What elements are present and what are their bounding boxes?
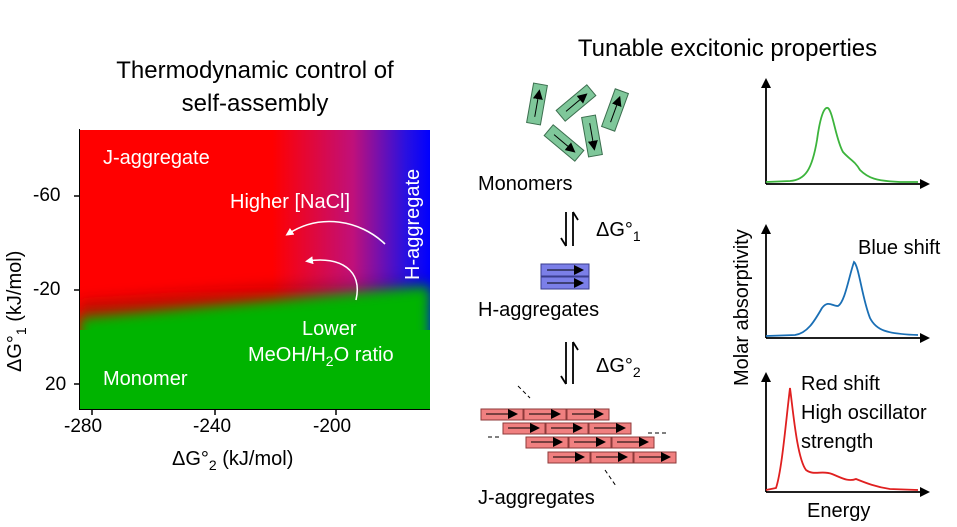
- x-axis-label: ΔG°2 (kJ/mol): [172, 448, 294, 473]
- molar-absorptivity-label: Molar absorptivity: [731, 229, 753, 386]
- left-title-line2: self-assembly: [181, 90, 329, 117]
- y-tick-label: -20: [33, 279, 61, 300]
- delta-g2-label: ΔG°2: [596, 355, 641, 380]
- high-oscillator-label: High oscillator: [801, 402, 927, 424]
- equilibrium-arrows-2: [560, 341, 579, 385]
- x-tick-label: -240: [193, 416, 232, 437]
- monomer-spectrum-curve: [765, 106, 918, 183]
- heatmap-frame: [79, 129, 430, 410]
- strength-label: strength: [801, 431, 874, 453]
- right-title: Tunable excitonic properties: [577, 35, 878, 62]
- delta-g1-label: ΔG°1: [596, 219, 641, 244]
- h-aggregates-label: H-aggregates: [478, 299, 600, 321]
- phase-diagram-heatmap: [80, 130, 430, 410]
- y-tick-label: 20: [45, 374, 67, 395]
- monomers-label: Monomers: [478, 173, 573, 195]
- j-spectrum-curve: [765, 387, 919, 491]
- j-aggregate-label: J-aggregate: [103, 147, 210, 169]
- h-spectrum-plot: [761, 224, 930, 343]
- j-spectrum-plot: [761, 372, 930, 497]
- meoh-ratio-label: MeOH/H2O ratio: [248, 344, 394, 369]
- red-shift-label: Red shift: [801, 373, 880, 395]
- j-aggregates-label: J-aggregates: [478, 487, 595, 509]
- monomer-spectrum-plot: [761, 78, 930, 189]
- x-tick-label: -200: [313, 416, 352, 437]
- blue-shift-label: Blue shift: [858, 237, 941, 259]
- x-tick-label: -280: [64, 416, 103, 437]
- lower-ratio-arrow: [305, 256, 359, 301]
- monomer-label: Monomer: [103, 368, 188, 390]
- left-title: Thermodynamic control of self-assembly: [60, 54, 450, 120]
- x-axis-ticks: [91, 410, 337, 415]
- y-axis-ticks: [74, 195, 80, 385]
- y-tick-label: -60: [33, 185, 61, 206]
- monomer-blocks: [526, 82, 630, 162]
- equilibrium-arrows-1: [560, 211, 579, 247]
- higher-nacl-label: Higher [NaCl]: [230, 191, 351, 213]
- j-aggregate-blocks: [480, 385, 677, 487]
- left-title-line1: Thermodynamic control of: [116, 57, 394, 84]
- h-aggregate-blocks: [540, 263, 590, 290]
- energy-label: Energy: [807, 500, 871, 522]
- h-spectrum-curve: [765, 260, 919, 337]
- lower-label: Lower: [302, 318, 357, 340]
- y-axis-label: ΔG°1 (kJ/mol): [4, 250, 29, 372]
- higher-nacl-arrow: [285, 220, 386, 245]
